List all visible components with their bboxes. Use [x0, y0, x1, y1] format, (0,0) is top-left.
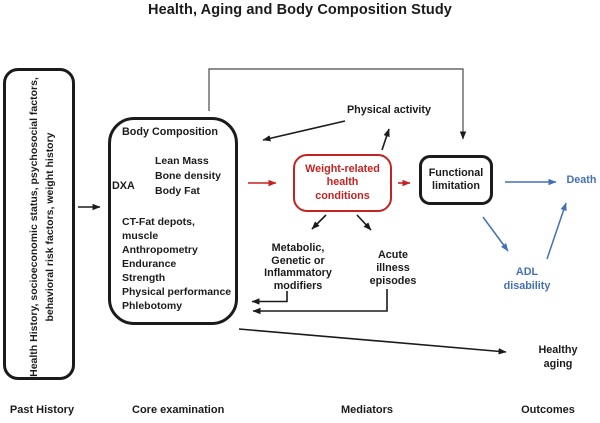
body-composition-heading: Body Composition	[122, 126, 218, 138]
functional-limitation-line: limitation	[432, 180, 480, 192]
past-history-box: Health History, socioeconomic status, ps…	[3, 68, 75, 380]
core-measure: CT-Fat depots,	[122, 216, 195, 228]
physical-activity-label: Physical activity	[346, 104, 432, 116]
adl-line: ADL	[515, 266, 539, 278]
core-measure: Phlebotomy	[122, 300, 183, 312]
dxa-measure: Lean Mass	[155, 155, 209, 167]
past-history-line: behavioral risk factors, weight history	[44, 132, 56, 322]
weight-related-conditions-box: Weight-related health conditions	[293, 154, 392, 212]
acute-line: Acute	[378, 249, 408, 261]
weight-related-line: Weight-related	[305, 162, 380, 175]
past-history-line: Health History, socioeconomic status, ps…	[28, 77, 40, 377]
core-measure: Strength	[122, 272, 166, 284]
arrow-core-feedback-to-functional	[208, 68, 467, 140]
core-measure: muscle	[122, 230, 159, 242]
dxa-measure: Body Fat	[155, 185, 200, 197]
functional-limitation-line: Functional	[428, 166, 484, 179]
arrow-core-to-healthy-aging	[238, 328, 507, 355]
diagram-title: Health, Aging and Body Composition Study	[148, 2, 452, 18]
column-label-outcomes: Outcomes	[521, 404, 575, 416]
adl-line: disability	[503, 279, 551, 292]
adl-disability-label: ADL disability	[494, 266, 560, 293]
arrow-weight-to-activity	[381, 128, 390, 151]
acute-illness-label: Acute illness episodes	[355, 249, 431, 287]
arrow-activity-to-core	[262, 120, 346, 142]
healthy-aging-line: Healthy	[538, 344, 578, 356]
core-measure: Endurance	[122, 258, 177, 270]
death-label: Death	[566, 174, 597, 186]
acute-line: episodes	[369, 274, 417, 287]
core-measures-list: CT-Fat depots, muscle Anthropometry Endu…	[122, 215, 231, 313]
arrow-acute-to-core	[252, 289, 388, 315]
arrow-weight-to-metabolic	[311, 214, 327, 230]
functional-limitation-box: Functional limitation	[419, 155, 493, 205]
body-composition-box	[108, 117, 238, 325]
arrow-weight-to-acute	[356, 214, 372, 231]
column-label-past-history: Past History	[9, 404, 75, 416]
core-measure: Physical performance	[122, 286, 232, 298]
healthy-aging-label: Healthy aging	[524, 344, 592, 371]
arrow-metabolic-to-core	[251, 291, 288, 305]
weight-related-line: health	[326, 176, 359, 189]
column-label-mediators: Mediators	[341, 404, 393, 416]
metabolic-line: Inflammatory	[264, 267, 332, 279]
past-history-box-text: Health History, socioeconomic status, ps…	[6, 71, 78, 383]
metabolic-modifiers-label: Metabolic, Genetic or Inflammatory modif…	[248, 242, 348, 292]
dxa-measure: Bone density	[155, 170, 221, 182]
metabolic-line: modifiers	[273, 279, 323, 292]
weight-related-line: conditions	[315, 189, 370, 202]
metabolic-line: Metabolic,	[271, 242, 325, 254]
arrow-adl-to-death	[546, 202, 567, 260]
core-measure: Anthropometry	[122, 244, 198, 256]
healthy-aging-line: aging	[543, 357, 573, 370]
arrow-functional-to-adl	[482, 216, 509, 252]
column-label-core-examination: Core examination	[132, 404, 225, 416]
dxa-measures: Lean Mass Bone density Body Fat	[155, 154, 221, 199]
dxa-label: DXA	[112, 180, 135, 192]
acute-line: illness	[376, 261, 410, 274]
metabolic-line: Genetic or	[271, 254, 325, 267]
